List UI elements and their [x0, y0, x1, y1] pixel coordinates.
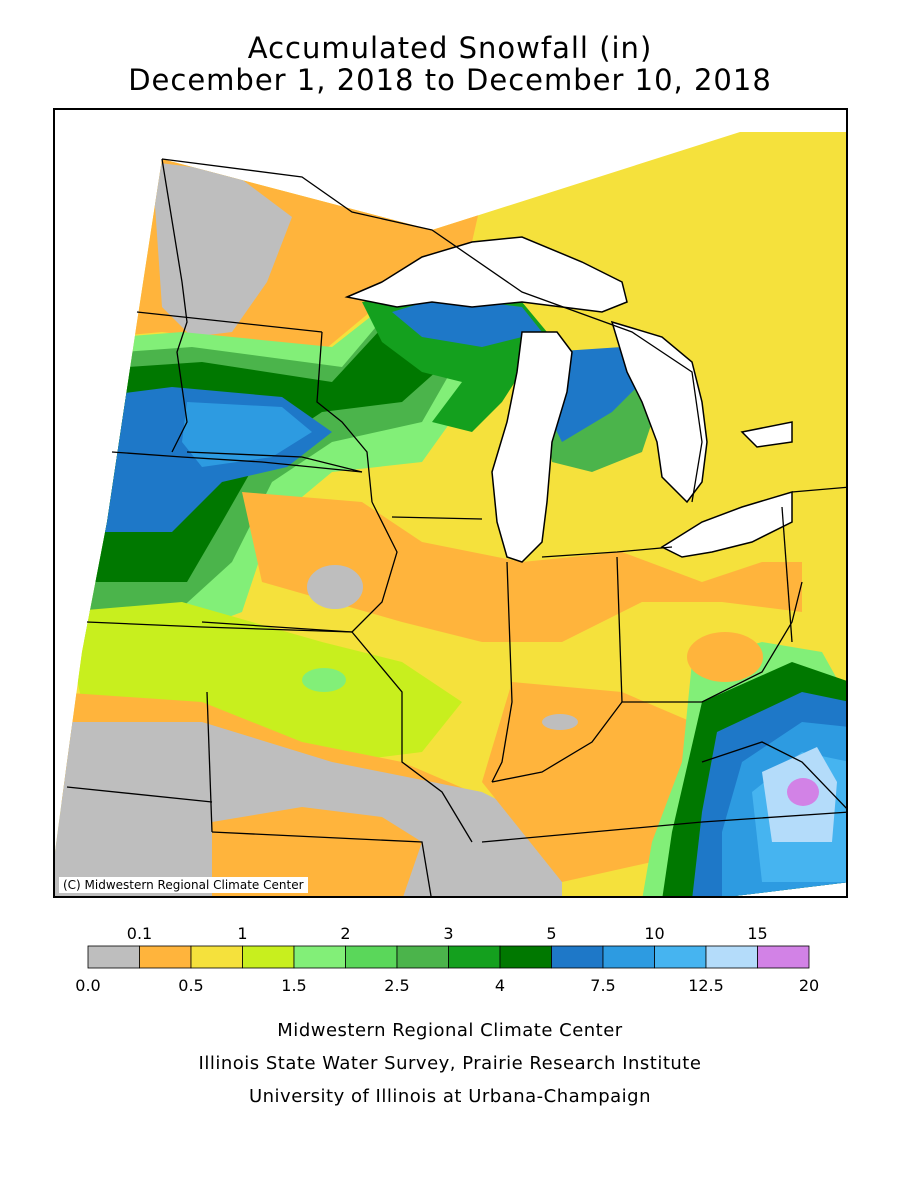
legend-bottom-label: 12.5: [688, 976, 724, 995]
border-ohio-river: [491, 581, 803, 783]
border-us-canada: [161, 158, 703, 503]
snowfall-map-svg: [55, 132, 846, 896]
legend-bin: [242, 945, 295, 969]
lake-huron: [610, 320, 708, 504]
border-ia-il: [351, 501, 398, 633]
border-wi-il: [391, 516, 483, 520]
map-date-range: December 1, 2018 to December 10, 2018: [128, 63, 772, 97]
legend-bottom-label: 0.0: [75, 976, 100, 995]
legend-top-label: 1: [237, 924, 247, 943]
legend-bin: [190, 945, 243, 969]
legend-bin: [139, 945, 192, 969]
field-missouri-orange: [212, 807, 422, 896]
border-ia-mo: [201, 621, 353, 633]
border-ks-mo: [206, 691, 213, 833]
border-pa-oh: [781, 506, 793, 643]
legend-bin: [602, 945, 655, 969]
field-iowa-grey-spot: [307, 565, 363, 609]
legend-bottom-label: 0.5: [178, 976, 203, 995]
border-ky-tn: [481, 811, 846, 843]
legend-top-label: 15: [747, 924, 767, 943]
field-up-michigan-blue: [392, 297, 542, 347]
field-indiana-grey-spot: [542, 714, 578, 730]
border-mi-in-oh: [541, 546, 673, 558]
credit-university: University of Illinois at Urbana-Champai…: [248, 1086, 652, 1107]
field-iowa-green-spot: [302, 668, 346, 692]
border-il-in: [491, 561, 513, 783]
legend-bin: [345, 945, 398, 969]
border-nd-sd: [136, 311, 323, 333]
lake-michigan: [491, 331, 573, 563]
lake-erie: [660, 490, 793, 558]
copyright-label: (C) Midwestern Regional Climate Center: [59, 877, 308, 893]
field-lower-mi-blue: [547, 347, 652, 442]
legend-bin: [448, 945, 501, 969]
border-mn-ia: [186, 451, 363, 473]
legend-bottom-label: 20: [799, 976, 819, 995]
border-nd-mn: [161, 158, 188, 453]
legend-bottom-label: 7.5: [590, 976, 615, 995]
legend-top-label: 5: [546, 924, 556, 943]
map-title: Accumulated Snowfall (in): [247, 31, 653, 65]
lake-superior: [344, 236, 628, 313]
border-ne-ks: [86, 621, 353, 633]
legend-bin: [87, 945, 140, 969]
border-mo-ar: [211, 831, 432, 896]
legend-bin: [293, 945, 346, 969]
great-lakes: [344, 236, 793, 563]
field-mn-core: [182, 402, 312, 467]
border-ks-ok: [66, 786, 213, 803]
legend-top-label: 0.1: [127, 924, 152, 943]
legend-bin: [551, 945, 604, 969]
snowfall-fields: [55, 132, 846, 896]
credit-center: Midwestern Regional Climate Center: [277, 1020, 623, 1041]
field-central-orange: [242, 492, 802, 642]
legend-bin: [757, 945, 810, 969]
border-mn-wi: [316, 331, 373, 503]
field-nd-blue-spot: [114, 483, 130, 495]
state-borders: [66, 158, 846, 896]
border-in-oh: [616, 556, 623, 703]
field-ia-il-lime: [62, 602, 462, 762]
border-sd-ne: [111, 451, 363, 473]
lake-ontario: [740, 421, 793, 448]
field-appalachia-peak: [787, 778, 819, 806]
legend-top-label: 10: [644, 924, 664, 943]
legend-bin: [499, 945, 552, 969]
legend-top-label: 3: [443, 924, 453, 943]
snowfall-map: (C) Midwestern Regional Climate Center: [53, 108, 848, 898]
legend-bin: [654, 945, 707, 969]
field-nw-minnesota-grey: [152, 162, 292, 337]
legend-bin: [705, 945, 758, 969]
field-ohio-valley-orange: [482, 682, 702, 882]
legend-bin: [396, 945, 449, 969]
border-il-mo: [351, 631, 473, 843]
border-ny-pa: [791, 486, 846, 493]
legend-top-label: 2: [340, 924, 350, 943]
border-wv-va: [701, 741, 846, 809]
legend-bottom-label: 4: [495, 976, 505, 995]
legend-bottom-label: 2.5: [384, 976, 409, 995]
legend-bottom-label: 1.5: [281, 976, 306, 995]
field-ohio-orange-spot: [687, 632, 763, 682]
color-legend: 0.1 1 2 3 5 10 15 0.0 0.5 1.5 2.5 4 7.5 12.5 20: [75, 924, 819, 995]
credit-survey: Illinois State Water Survey, Prairie Res…: [198, 1053, 702, 1074]
